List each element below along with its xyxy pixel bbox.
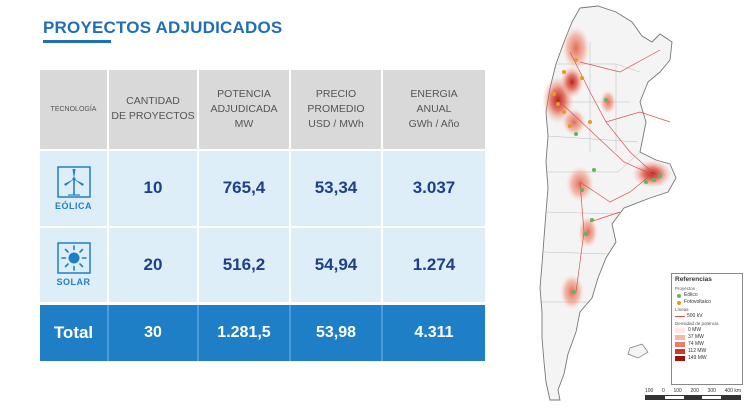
header-precio: PRECIO PROMEDIO USD / MWh xyxy=(289,70,382,150)
legend-lineas: Líneas xyxy=(675,307,689,312)
tecnologia-eolica: EÓLICA xyxy=(40,165,107,211)
total-potencia: 1.281,5 xyxy=(197,303,290,361)
tecnologia-label: SOLAR xyxy=(56,277,91,288)
header-tecnologia: TECNOLOGÍA xyxy=(50,105,97,113)
projects-table: TECNOLOGÍA CANTIDAD DE PROYECTOS POTENCI… xyxy=(40,70,485,361)
header-energia: ENERGIA ANUAL GWh / Año xyxy=(381,70,485,150)
map-legend: Referencias Proyectos Eólico Fotovoltaic… xyxy=(671,273,743,385)
legend-density-1: 37 MW xyxy=(675,334,739,341)
total-label: Total xyxy=(53,322,94,342)
legend-title: Referencias xyxy=(675,276,712,283)
header-potencia: POTENCIA ADJUDICADA MW xyxy=(197,70,290,150)
line-icon xyxy=(675,315,685,318)
energia-cell: 1.274 xyxy=(381,226,485,304)
table-row-eolica: EÓLICA 10 765,4 53,34 3.037 xyxy=(40,149,485,227)
legend-density-4: 149 MW xyxy=(675,355,739,362)
tecnologia-solar: SOLAR xyxy=(40,242,107,287)
cantidad-cell: 20 xyxy=(107,226,198,304)
table-row-total: Total 30 1.281,5 53,98 4.311 xyxy=(40,303,485,361)
legend-fotovoltaico: Fotovoltaico xyxy=(675,299,739,306)
map-scale: 100 0 100 200 300 400 km xyxy=(645,388,741,400)
wind-turbine-icon xyxy=(56,165,91,198)
fotovoltaico-dot-icon xyxy=(677,300,681,305)
total-cantidad: 30 xyxy=(107,303,198,361)
project-points xyxy=(552,58,662,294)
islands xyxy=(627,343,649,359)
tecnologia-label: EÓLICA xyxy=(54,200,92,211)
table-header-row: TECNOLOGÍA CANTIDAD DE PROYECTOS POTENCI… xyxy=(40,70,485,150)
potencia-cell: 765,4 xyxy=(197,149,290,227)
total-energia: 4.311 xyxy=(381,303,485,361)
potencia-cell: 516,2 xyxy=(197,226,290,304)
legend-500kv: 500 kV xyxy=(675,313,739,320)
argentina-map xyxy=(539,5,677,401)
legend-density-0: 0 MW xyxy=(675,327,739,334)
precio-cell: 54,94 xyxy=(289,226,382,304)
legend-eolico: Eólico xyxy=(675,292,739,299)
legend-density-2: 74 MW xyxy=(675,341,739,348)
energia-cell: 3.037 xyxy=(381,149,485,227)
legend-densidad: Densidad de potencia xyxy=(675,321,719,326)
table-row-solar: SOLAR 20 516,2 54,94 1.274 xyxy=(40,226,485,304)
country-outline xyxy=(539,5,677,401)
sun-icon xyxy=(56,242,91,274)
title-underline xyxy=(43,40,111,43)
legend-proyectos: Proyectos xyxy=(675,286,696,291)
legend-density-3: 112 MW xyxy=(675,348,739,355)
header-cantidad: CANTIDAD DE PROYECTOS xyxy=(107,70,198,150)
precio-cell: 53,34 xyxy=(289,149,382,227)
cantidad-cell: 10 xyxy=(107,149,198,227)
eolico-dot-icon xyxy=(677,293,681,298)
total-precio: 53,98 xyxy=(289,303,382,361)
page-title: PROYECTOS ADJUDICADOS xyxy=(43,18,283,37)
